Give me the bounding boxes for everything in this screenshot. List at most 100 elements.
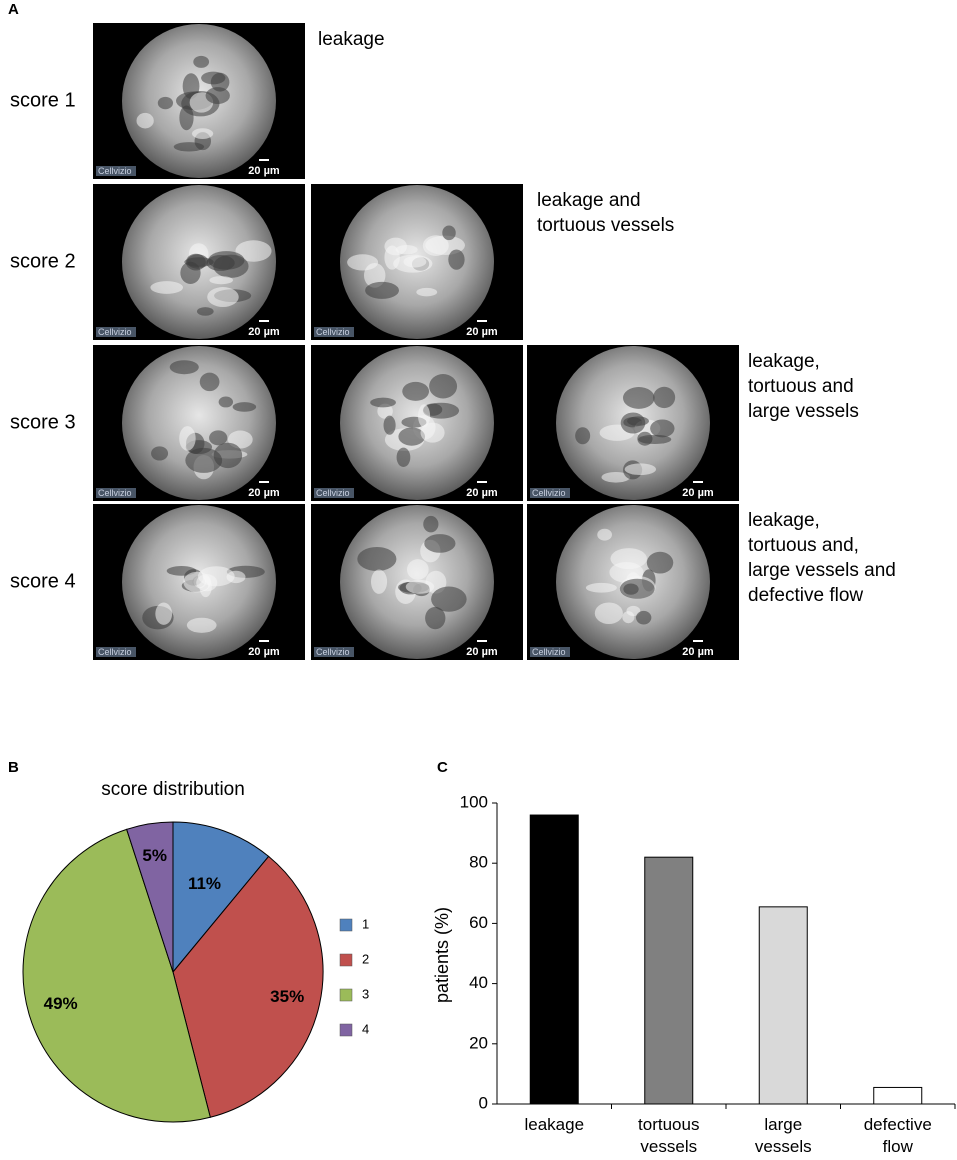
tissue-texture: [416, 287, 438, 297]
tissue-texture: [193, 55, 210, 68]
row-description: leakage: [318, 29, 385, 50]
tissue-texture: [235, 240, 272, 262]
data-label: 49%: [44, 994, 78, 1013]
y-tick-label: 80: [469, 853, 488, 872]
tissue-texture: [196, 574, 218, 592]
tissue-texture: [575, 427, 591, 445]
pie-slice: [126, 821, 174, 973]
tissue-texture: [403, 256, 427, 268]
tissue-texture: [424, 534, 456, 553]
tissue-texture: [184, 257, 214, 267]
watermark: Cellvizio: [532, 647, 566, 657]
row-label: score 4: [10, 570, 76, 592]
tissue-texture: [182, 73, 200, 100]
row-label: score 2: [10, 250, 76, 272]
y-axis-label: patients (%): [432, 907, 452, 1003]
tissue-texture: [594, 602, 623, 625]
scale-label: 20 µm: [466, 326, 498, 338]
legend-label: 2: [362, 951, 369, 966]
tissue-texture: [402, 381, 430, 401]
tissue-texture: [431, 586, 467, 612]
bar: [758, 906, 808, 1105]
tissue-texture: [365, 281, 400, 299]
scale-label: 20 µm: [248, 165, 280, 177]
legend-swatch: [339, 918, 353, 932]
tissue-texture: [406, 559, 429, 580]
legend-swatch: [339, 988, 353, 1002]
tissue-texture: [650, 419, 675, 438]
scale-label: 20 µm: [466, 487, 498, 499]
y-tick-label: 40: [469, 973, 488, 992]
watermark: Cellvizio: [316, 647, 350, 657]
tissue-texture: [179, 105, 194, 131]
tissue-texture: [623, 583, 639, 595]
tissue-texture: [398, 427, 426, 446]
tissue-texture: [423, 515, 439, 533]
watermark: Cellvizio: [98, 488, 132, 498]
row-description: leakage and tortuous vessels: [537, 190, 675, 236]
tissue-texture: [207, 287, 239, 307]
tissue-texture: [636, 610, 652, 625]
tissue-texture: [405, 579, 435, 594]
y-tick-label: 100: [460, 792, 488, 811]
bar: [644, 856, 694, 1105]
tissue-texture: [597, 528, 612, 541]
x-tick-label: tortuous vessels: [638, 1115, 700, 1156]
tissue-texture: [585, 582, 617, 593]
legend-swatch: [339, 1023, 353, 1037]
scale-label: 20 µm: [682, 646, 714, 658]
tissue-texture: [218, 396, 234, 408]
legend-label: 1: [362, 916, 369, 931]
tissue-texture: [169, 360, 199, 375]
tissue-texture: [150, 281, 184, 294]
watermark: Cellvizio: [532, 488, 566, 498]
tissue-texture: [136, 112, 154, 129]
tissue-texture: [201, 71, 226, 85]
panel-label: B: [8, 759, 19, 776]
watermark-bg: [530, 647, 570, 657]
tissue-texture: [185, 447, 223, 473]
tissue-texture: [232, 402, 257, 412]
tissue-texture: [157, 96, 174, 110]
tissue-texture: [610, 548, 647, 570]
tissue-texture: [420, 422, 445, 443]
tissue-texture: [370, 397, 396, 408]
watermark-bg: [314, 647, 354, 657]
scale-label: 20 µm: [248, 646, 280, 658]
scale-label: 20 µm: [682, 487, 714, 499]
tissue-texture: [396, 447, 411, 468]
tissue-texture: [209, 276, 234, 285]
tissue-texture: [180, 261, 201, 284]
bar: [873, 1086, 923, 1105]
pie-slice: [22, 828, 211, 1123]
row-label: score 3: [10, 411, 76, 433]
watermark: Cellvizio: [98, 327, 132, 337]
data-label: 11%: [188, 874, 221, 893]
tissue-texture: [347, 254, 379, 271]
panel-label: C: [437, 759, 448, 776]
y-tick-label: 60: [469, 913, 488, 932]
tissue-texture: [179, 426, 196, 451]
tissue-texture: [653, 386, 676, 409]
bar: [529, 814, 579, 1105]
tissue-texture: [383, 415, 396, 435]
tissue-texture: [213, 442, 243, 469]
tissue-texture: [601, 471, 631, 483]
watermark-bg: [314, 327, 354, 337]
x-tick-label: leakage: [524, 1115, 585, 1134]
tissue-texture: [377, 403, 393, 419]
watermark: Cellvizio: [98, 647, 132, 657]
tissue-texture: [620, 412, 646, 434]
watermark-bg: [96, 166, 136, 176]
watermark-bg: [96, 327, 136, 337]
scale-label: 20 µm: [248, 487, 280, 499]
tissue-texture: [370, 569, 388, 594]
chart-title: score distribution: [101, 779, 245, 800]
y-tick-label: 20: [469, 1033, 488, 1052]
tissue-texture: [622, 611, 635, 624]
tissue-texture: [199, 372, 220, 392]
tissue-texture: [213, 254, 249, 278]
tissue-texture: [418, 404, 431, 428]
scale-label: 20 µm: [248, 326, 280, 338]
